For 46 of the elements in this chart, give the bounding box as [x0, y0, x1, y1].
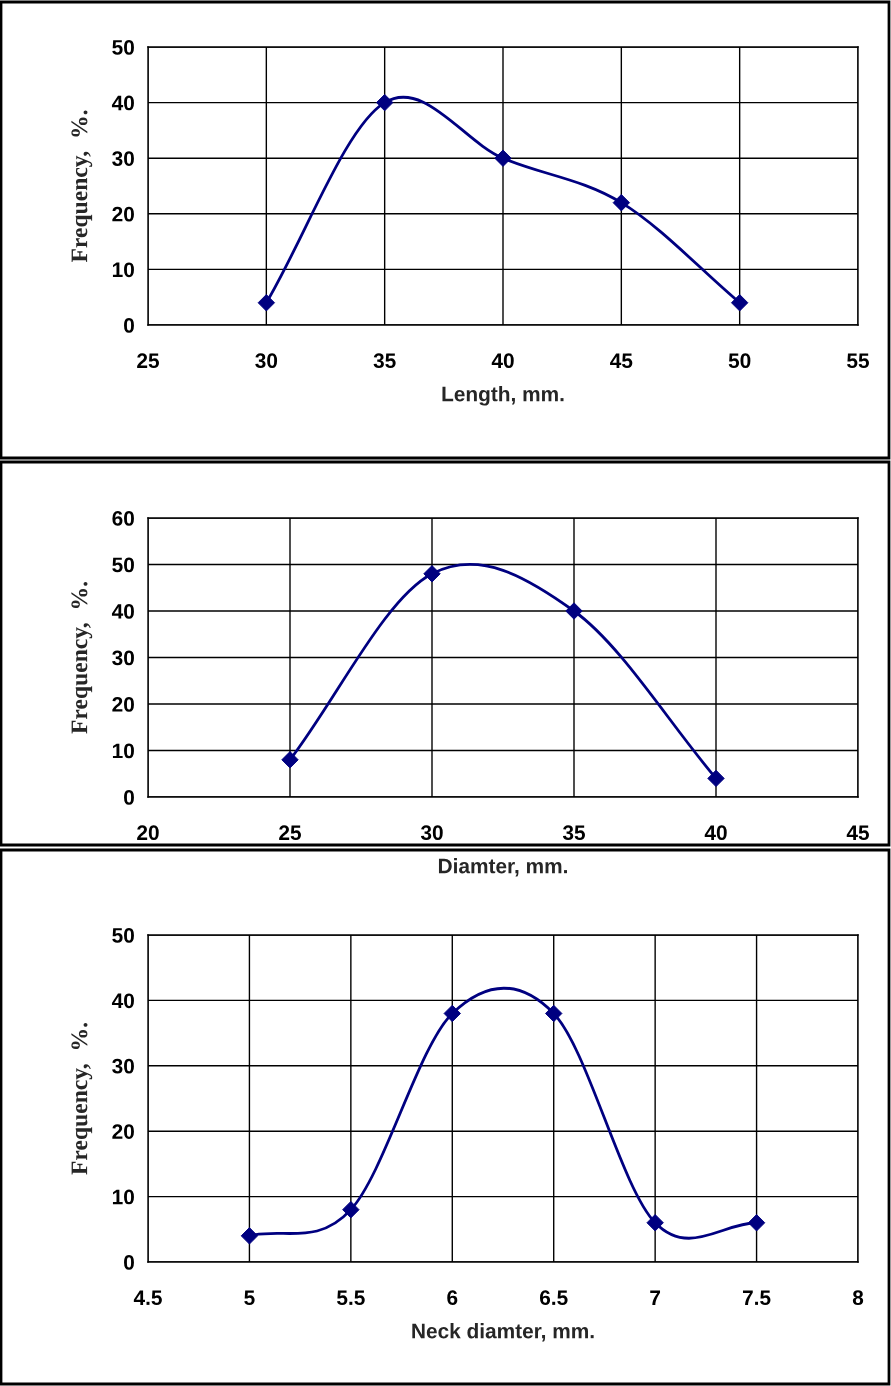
x-tick-label: 20: [137, 825, 159, 841]
y-tick-label: 10: [112, 743, 134, 759]
y-tick-label: 60: [112, 511, 134, 526]
y-tick-label: 50: [112, 40, 134, 55]
x-tick-label: 30: [420, 825, 443, 841]
y-tick-label: 0: [124, 318, 134, 333]
x-tick-label: 25: [137, 353, 160, 369]
x-tick-label: 7.5: [742, 1290, 771, 1306]
x-axis-title: Length, mm.: [442, 386, 564, 406]
y-axis-title: Frequency, %.: [71, 110, 93, 263]
x-tick-label: 30: [255, 353, 278, 369]
y-tick-label: 50: [112, 557, 134, 573]
x-tick-label: 40: [704, 825, 727, 841]
x-tick-label: 7: [650, 1290, 661, 1305]
x-tick-label: 35: [373, 353, 396, 369]
x-tick-label: 50: [728, 353, 751, 369]
y-axis-title: Frequency, %.: [71, 1023, 93, 1175]
y-tick-label: 30: [112, 1058, 134, 1074]
y-tick-label: 20: [112, 1124, 134, 1139]
y-tick-label: 40: [111, 95, 134, 111]
y-tick-label: 40: [111, 604, 134, 619]
y-tick-label: 0: [124, 790, 134, 805]
x-tick-label: 35: [562, 825, 586, 841]
x-tick-label: 4.5: [133, 1290, 162, 1306]
x-tick-label: 45: [846, 825, 870, 841]
y-tick-label: 30: [112, 650, 134, 666]
x-tick-label: 6: [447, 1290, 458, 1306]
y-tick-label: 50: [112, 928, 134, 943]
x-tick-label: 5: [244, 1290, 255, 1306]
x-axis-title: Neck diamter, mm.: [412, 1323, 594, 1342]
x-tick-label: 8: [852, 1290, 864, 1306]
y-tick-label: 40: [111, 993, 134, 1009]
x-tick-label: 45: [610, 353, 633, 369]
y-tick-label: 20: [112, 697, 134, 712]
x-tick-label: 6.5: [540, 1290, 568, 1306]
y-tick-label: 10: [112, 262, 134, 278]
x-tick-label: 40: [491, 353, 514, 369]
y-tick-label: 30: [112, 151, 134, 166]
x-tick-label: 55: [847, 353, 870, 369]
y-tick-label: 0: [124, 1255, 134, 1270]
x-axis-title: Diamter, mm.: [438, 858, 567, 877]
y-axis-title: Frequency, %.: [71, 582, 93, 734]
x-tick-label: 25: [279, 825, 302, 841]
x-tick-label: 5.5: [337, 1290, 365, 1306]
y-tick-label: 20: [112, 206, 134, 222]
y-tick-label: 10: [112, 1189, 134, 1205]
